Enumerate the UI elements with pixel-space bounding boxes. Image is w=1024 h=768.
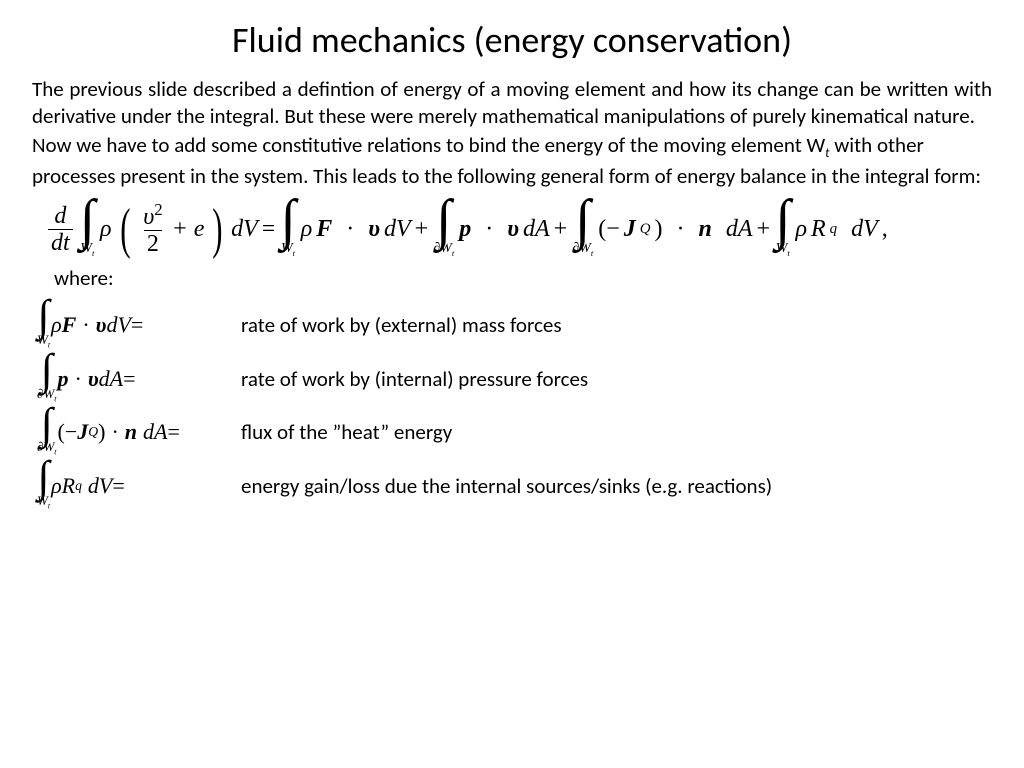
int-1: ∫ Wt [37, 301, 50, 349]
dot-3: · [677, 216, 685, 243]
close-1: ) [655, 216, 663, 243]
dot-2: · [485, 216, 493, 243]
paren-open: ( [120, 207, 130, 252]
para2-part-a: Now we have to add some constitutive rel… [32, 132, 825, 158]
plus-e: + e [172, 216, 205, 243]
def-text-source: energy gain/loss due the internal source… [241, 473, 772, 499]
J-vec: J [624, 216, 636, 243]
rho-3: ρ [795, 216, 807, 243]
def-row-source: ∫ Wt ρRqdV = energy gain/loss due the in… [36, 462, 992, 510]
integral-lhs: ∫ Wt [80, 201, 95, 257]
integral-pressure: ∫ ∂Wt [433, 201, 454, 257]
J-sub: Q [640, 221, 651, 238]
integral-heat-flux: ∫ ∂Wt [572, 201, 593, 257]
dV-1: dV [231, 216, 258, 243]
int-2: ∫ ∂Wt [37, 355, 57, 403]
dot-1: · [346, 216, 354, 243]
rho-2: ρ [301, 216, 313, 243]
dA-2: dA [726, 216, 753, 243]
paren-close: ) [213, 207, 223, 252]
def-text-heat: flux of the ”heat” energy [241, 419, 452, 445]
n-vec: n [699, 216, 712, 243]
slide-title: Fluid mechanics (energy conservation) [32, 18, 992, 62]
int-3: ∫ ∂Wt [37, 409, 57, 457]
dV-3: dV [851, 216, 878, 243]
main-energy-balance-equation: d dt ∫ Wt ρ ( υ2 2 + e ) dV = ∫ Wt ρF·υd… [46, 201, 992, 257]
equals: = [262, 216, 276, 243]
integral-source: ∫ Wt [775, 201, 790, 257]
intro-paragraph-1: The previous slide described a defintion… [32, 76, 992, 130]
vel-1: υ [368, 216, 380, 243]
def-eq-source: ∫ Wt ρRqdV = [36, 462, 241, 510]
vel-2: υ [507, 216, 519, 243]
F-vec: F [316, 216, 332, 243]
R-sub: q [830, 221, 837, 238]
def-row-pressure: ∫ ∂Wt p·υdA = rate of work by (internal)… [36, 355, 992, 403]
R: R [811, 216, 826, 243]
open-minus: (− [598, 216, 620, 243]
time-derivative: d dt [48, 204, 73, 255]
rho-1: ρ [100, 216, 112, 243]
term-definitions: ∫ Wt ρF·υdV = rate of work by (external)… [36, 301, 992, 510]
where-label: where: [54, 265, 992, 291]
def-text-pressure: rate of work by (internal) pressure forc… [241, 366, 588, 392]
plus-1: + [415, 216, 429, 243]
kinetic-term: υ2 2 [140, 202, 165, 256]
dA-1: dA [523, 216, 550, 243]
intro-paragraph-2: Now we have to add some constitutive rel… [32, 132, 992, 190]
def-row-heat: ∫ ∂Wt (−JQ)·ndA = flux of the ”heat” ene… [36, 409, 992, 457]
deriv-num: d [51, 204, 69, 229]
eq-comma: , [882, 216, 888, 243]
def-text-body-force: rate of work by (external) mass forces [241, 312, 562, 338]
dV-2: dV [384, 216, 411, 243]
def-eq-body-force: ∫ Wt ρF·υdV = [36, 301, 241, 349]
plus-2: + [554, 216, 568, 243]
def-eq-pressure: ∫ ∂Wt p·υdA = [36, 355, 241, 403]
def-row-body-force: ∫ Wt ρF·υdV = rate of work by (external)… [36, 301, 992, 349]
deriv-den: dt [48, 229, 73, 255]
plus-3: + [757, 216, 771, 243]
p-vec: p [459, 216, 471, 243]
integral-body-force: ∫ Wt [280, 201, 295, 257]
int-4: ∫ Wt [37, 462, 50, 510]
def-eq-heat: ∫ ∂Wt (−JQ)·ndA = [36, 409, 241, 457]
